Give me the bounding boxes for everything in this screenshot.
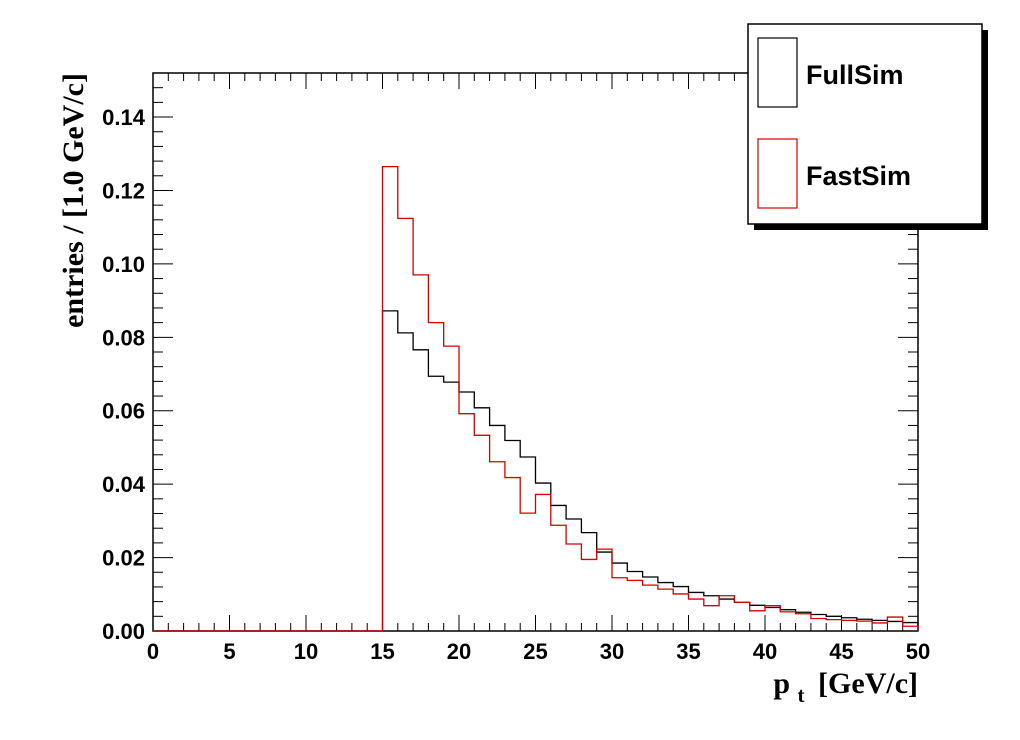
series-layer (153, 165, 919, 632)
x-tick-label: 20 (447, 639, 471, 664)
legend: FullSim FastSim (747, 23, 988, 230)
x-tick-label: 40 (753, 639, 777, 664)
legend-swatch-fullsim (757, 37, 798, 108)
x-tick-label: 50 (906, 639, 930, 664)
y-tick-label: 0.02 (102, 546, 145, 571)
y-tick-label: 0.10 (102, 252, 145, 277)
series-fastsim (153, 165, 919, 632)
legend-box (747, 23, 983, 225)
y-axis-ticks: 0.00 0.02 0.04 0.06 0.08 0.10 0.12 0.14 (102, 72, 918, 644)
y-tick-label: 0.06 (102, 399, 145, 424)
y-tick-label: 0.08 (102, 325, 145, 350)
x-tick-label: 15 (370, 639, 394, 664)
y-axis-title: entries / [1.0 GeV/c] (57, 73, 90, 328)
x-tick-label: 0 (147, 639, 159, 664)
x-axis-ticks: 0 5 10 15 20 25 30 35 40 45 50 (147, 73, 930, 664)
x-axis-title: p t [GeV/c] (773, 667, 918, 709)
legend-label-fullsim: FullSim (806, 60, 904, 90)
x-tick-label: 25 (523, 639, 547, 664)
x-axis-title-unit: [GeV/c] (818, 667, 918, 700)
x-tick-label: 35 (676, 639, 700, 664)
x-tick-label: 45 (829, 639, 853, 664)
x-axis-title-sub: t (798, 683, 805, 707)
x-tick-label: 30 (600, 639, 624, 664)
legend-label-fastsim: FastSim (806, 161, 911, 191)
y-tick-label: 0.00 (102, 619, 145, 644)
x-tick-label: 5 (223, 639, 235, 664)
legend-swatch-fastsim (757, 138, 798, 209)
series-fullsim (153, 310, 919, 632)
x-tick-label: 10 (294, 639, 318, 664)
y-tick-label: 0.14 (102, 105, 146, 130)
y-tick-label: 0.04 (102, 472, 146, 497)
x-axis-title-main: p (773, 667, 790, 700)
y-tick-label: 0.12 (102, 178, 145, 203)
